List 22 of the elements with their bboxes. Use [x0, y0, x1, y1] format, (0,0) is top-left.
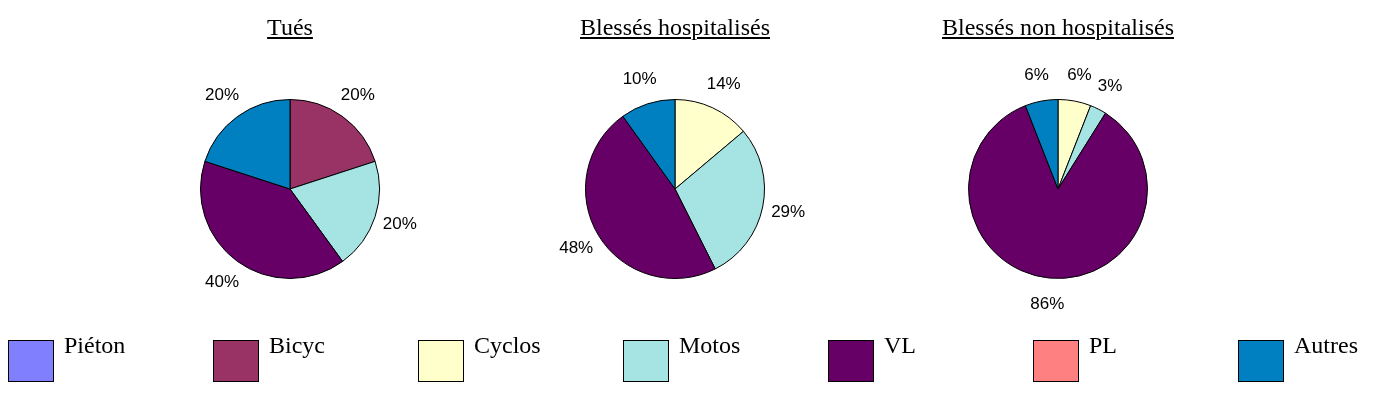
data-label: 6%: [1024, 65, 1049, 85]
legend-label: PL: [1089, 332, 1118, 359]
legend-label: Cyclos: [474, 332, 541, 359]
data-label: 48%: [559, 238, 594, 258]
data-label: 6%: [1067, 65, 1092, 85]
data-label: 14%: [706, 73, 741, 93]
data-label: 29%: [771, 201, 806, 221]
chart-title: Blessés non hospitalisés: [941, 14, 1175, 42]
legend-label: VL: [884, 332, 916, 359]
legend-label: Motos: [679, 332, 741, 359]
data-label: 10%: [622, 68, 657, 88]
data-label: 86%: [1030, 293, 1065, 313]
data-label: 20%: [205, 85, 240, 105]
data-label: 40%: [205, 272, 240, 292]
legend-label: Piéton: [64, 332, 126, 359]
data-label: 20%: [340, 85, 375, 105]
data-label: 3%: [1097, 75, 1123, 95]
data-label: 20%: [382, 214, 417, 234]
legend-label: Autres: [1294, 332, 1358, 359]
chart-title: Tués: [266, 14, 314, 42]
chart-title: Blessés hospitalisés: [579, 14, 771, 42]
legend-label: Bicyc: [269, 332, 325, 359]
